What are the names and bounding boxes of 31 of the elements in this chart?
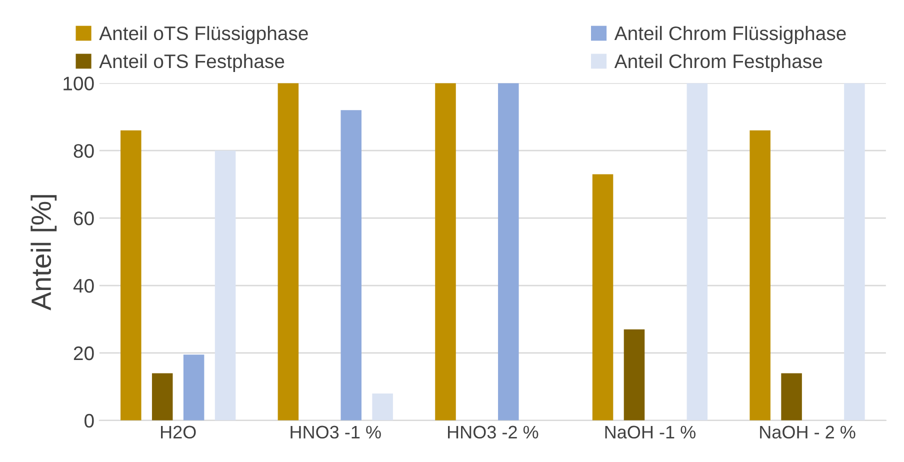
bar: [781, 373, 802, 420]
x-tick-label: NaOH - 2 %: [760, 426, 856, 439]
y-tick-label: 40: [73, 278, 94, 293]
y-tick-label: 60: [74, 212, 94, 226]
bar: [214, 150, 236, 420]
legend-label: Anteil oTS Flüssigphase: [99, 26, 308, 44]
bar: [686, 83, 708, 420]
bar: [152, 373, 173, 420]
bar: [844, 83, 865, 420]
legend-label: Anteil oTS Festphase: [99, 54, 284, 72]
y-axis-title: Anteil [%]: [30, 195, 57, 310]
x-tick-label: NaOH -1 %: [605, 426, 696, 439]
x-tick-label: HNO3 -2 %: [448, 426, 538, 439]
bar: [278, 83, 299, 420]
legend-label: Anteil Chrom Festphase: [614, 54, 822, 72]
x-tick-label: H2O: [161, 426, 196, 439]
bar: [624, 329, 645, 420]
bar: [435, 83, 456, 420]
bar: [750, 130, 770, 420]
bar: [183, 354, 204, 420]
bar: [372, 393, 393, 420]
bar: [498, 83, 519, 420]
x-tick-label: HNO3 -1 %: [290, 426, 381, 439]
y-tick-label: 80: [74, 144, 94, 158]
legend-label: Anteil Chrom Flüssigphase: [614, 26, 846, 44]
y-tick-label: 20: [74, 346, 94, 360]
bar: [340, 110, 362, 420]
y-tick-label: 100: [64, 76, 94, 90]
y-tick-label: 0: [84, 414, 94, 428]
bar: [120, 130, 142, 420]
bar: [592, 174, 614, 420]
